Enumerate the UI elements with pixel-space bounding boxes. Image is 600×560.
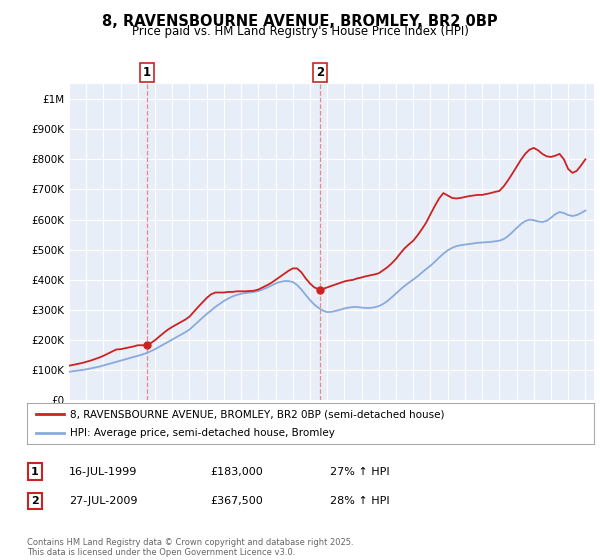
Text: 2: 2 — [316, 66, 324, 80]
Text: 27-JUL-2009: 27-JUL-2009 — [69, 496, 137, 506]
Text: 1: 1 — [31, 466, 38, 477]
Text: 28% ↑ HPI: 28% ↑ HPI — [330, 496, 389, 506]
Text: £367,500: £367,500 — [210, 496, 263, 506]
Text: 8, RAVENSBOURNE AVENUE, BROMLEY, BR2 0BP: 8, RAVENSBOURNE AVENUE, BROMLEY, BR2 0BP — [102, 14, 498, 29]
Text: 1: 1 — [143, 66, 151, 80]
Text: Contains HM Land Registry data © Crown copyright and database right 2025.
This d: Contains HM Land Registry data © Crown c… — [27, 538, 353, 557]
Text: £183,000: £183,000 — [210, 466, 263, 477]
Text: 8, RAVENSBOURNE AVENUE, BROMLEY, BR2 0BP (semi-detached house): 8, RAVENSBOURNE AVENUE, BROMLEY, BR2 0BP… — [70, 409, 444, 419]
Text: HPI: Average price, semi-detached house, Bromley: HPI: Average price, semi-detached house,… — [70, 428, 334, 437]
Text: Price paid vs. HM Land Registry's House Price Index (HPI): Price paid vs. HM Land Registry's House … — [131, 25, 469, 38]
Text: 16-JUL-1999: 16-JUL-1999 — [69, 466, 137, 477]
Text: 2: 2 — [31, 496, 38, 506]
Text: 27% ↑ HPI: 27% ↑ HPI — [330, 466, 389, 477]
